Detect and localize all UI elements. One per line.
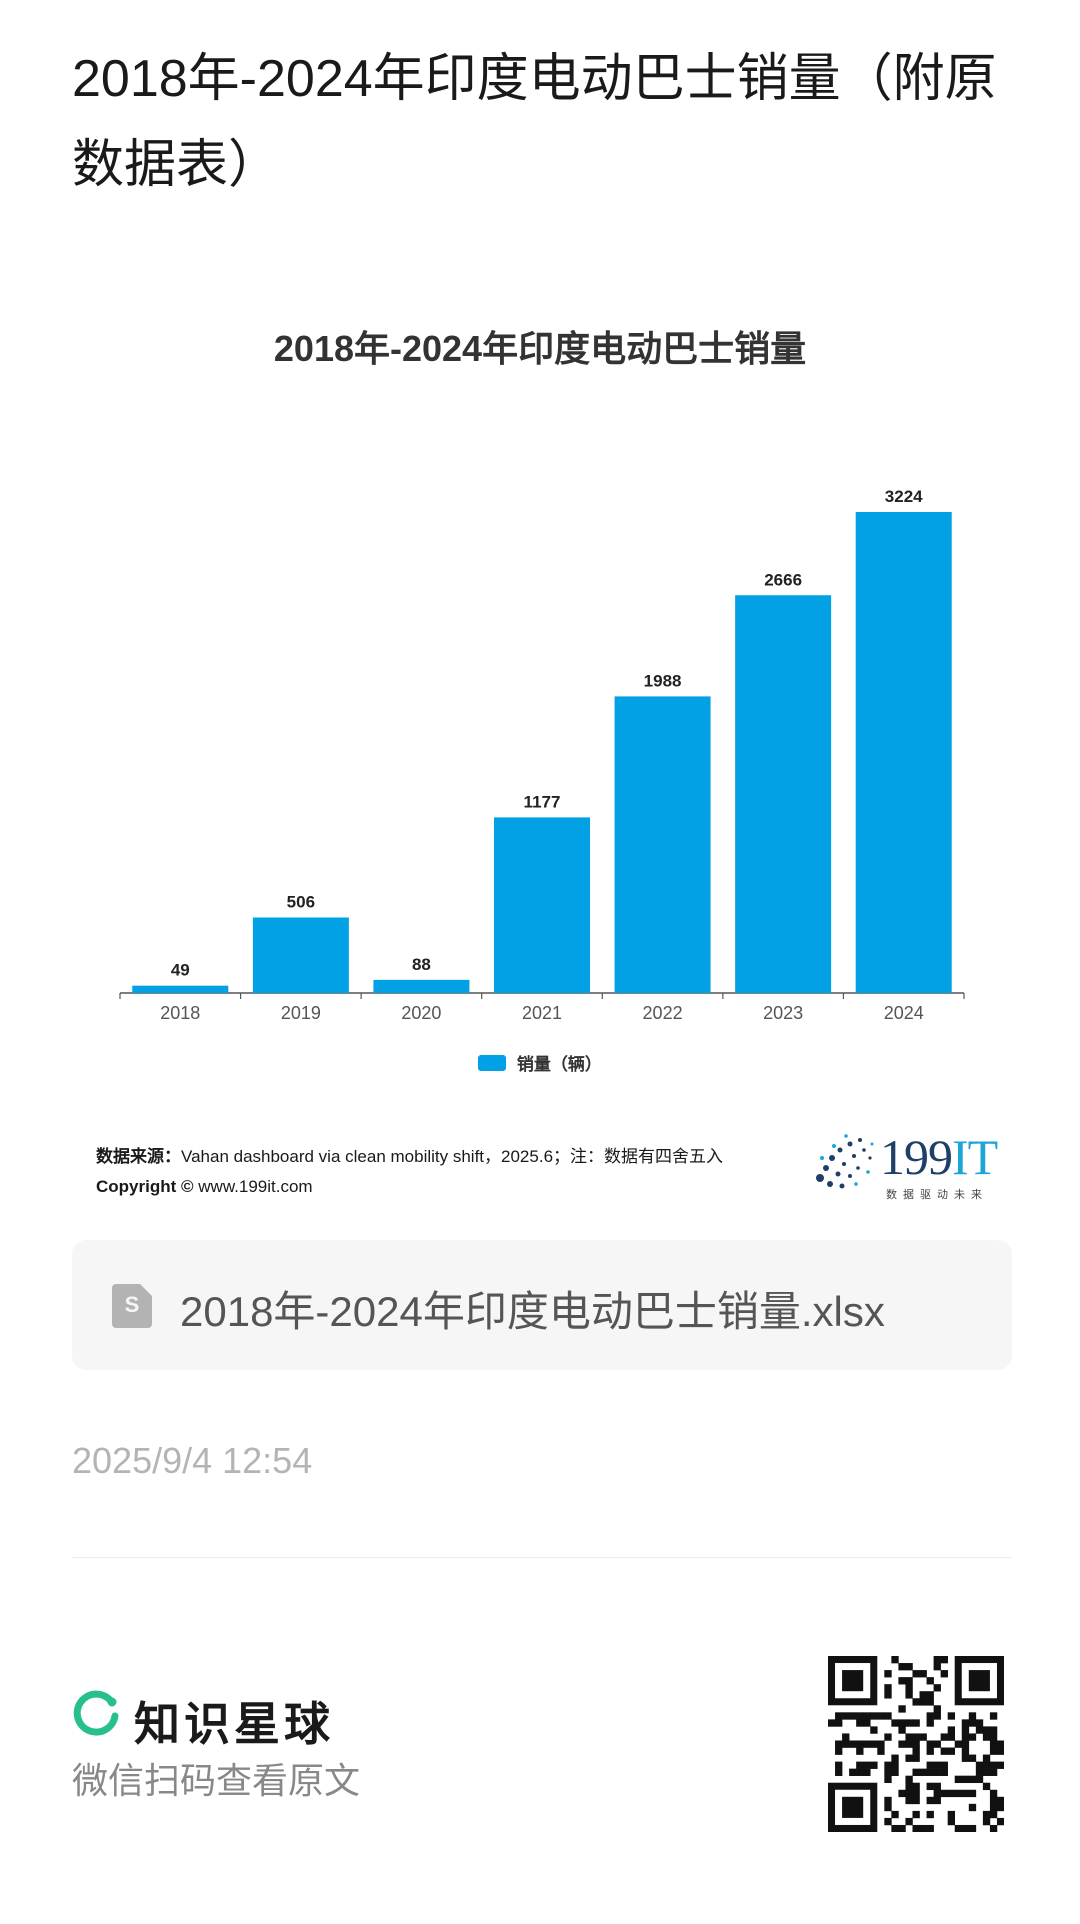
bar-2024: [855, 512, 952, 993]
bar-2022: [614, 696, 711, 993]
copyright-label: Copyright ©: [96, 1177, 194, 1196]
bar-2023: [735, 595, 832, 993]
bar-chart: 49 2018 506 2019 88 2020 1177 2021 1988 2022 2666 2…: [119, 487, 965, 1023]
legend-swatch: [478, 1054, 507, 1071]
x-tick-label-2024: 2024: [884, 1003, 924, 1023]
chart-title: 2018年-2024年印度电动巴士销量: [273, 328, 807, 369]
bar-2018: [132, 985, 229, 993]
brand-name: 知识星球: [134, 1698, 334, 1750]
199it-logo: 199IT 数据驱动未来: [810, 1128, 1010, 1208]
bar-2021: [494, 817, 590, 993]
scan-hint: 微信扫码查看原文: [72, 1760, 361, 1801]
legend-label: 销量（辆）: [516, 1055, 602, 1074]
data-label-2020: 88: [412, 955, 431, 974]
x-tick-label-2018: 2018: [160, 1003, 200, 1023]
logo-slogan: 数据驱动未来: [886, 1189, 988, 1201]
data-label-2018: 49: [171, 961, 190, 980]
x-tick-label-2019: 2019: [281, 1003, 321, 1023]
planet-ring-icon: [73, 1690, 119, 1736]
source-label: 数据来源：: [96, 1147, 181, 1166]
spreadsheet-file-icon: S: [112, 1284, 152, 1328]
data-label-2022: 1988: [644, 671, 682, 690]
copyright-text: www.199it.com: [198, 1177, 313, 1196]
x-tick-label-2021: 2021: [522, 1003, 562, 1023]
x-tick-label-2022: 2022: [643, 1003, 683, 1023]
data-label-2019: 506: [287, 893, 315, 912]
chart-card: 49 2018 506 2019 88 2020 1177 2021 1988 2022 2666 2…: [72, 290, 1008, 1240]
data-source: 数据来源：Vahan dashboard via clean mobility …: [96, 1142, 836, 1202]
divider: [72, 1557, 1012, 1558]
copyright-line: Copyright © www.199it.com: [96, 1172, 836, 1202]
qr-code-icon[interactable]: [828, 1656, 1004, 1832]
source-line: 数据来源：Vahan dashboard via clean mobility …: [96, 1142, 836, 1172]
file-name: 2018年-2024年印度电动巴士销量.xlsx: [180, 1288, 885, 1335]
chart-legend: 销量（辆）: [72, 1050, 1008, 1075]
x-tick-label-2020: 2020: [401, 1003, 441, 1023]
data-label-2021: 1177: [524, 792, 561, 811]
data-label-2024: 3224: [885, 487, 923, 506]
bar-2020: [373, 979, 470, 993]
data-label-2023: 2666: [764, 570, 802, 589]
post-timestamp: 2025/9/4 12:54: [72, 1440, 313, 1481]
logo-wordmark: 199IT: [880, 1129, 998, 1185]
file-icon-letter: S: [124, 1292, 140, 1317]
x-tick-label-2023: 2023: [763, 1003, 803, 1023]
source-text: Vahan dashboard via clean mobility shift…: [181, 1147, 724, 1166]
logo-dots-icon: [816, 1134, 874, 1189]
page-title: 2018年-2024年印度电动巴士销量（附原数据表）: [72, 50, 997, 194]
attachment-file-card[interactable]: S 2018年-2024年印度电动巴士销量.xlsx: [72, 1240, 1012, 1370]
bar-2019: [252, 917, 349, 993]
